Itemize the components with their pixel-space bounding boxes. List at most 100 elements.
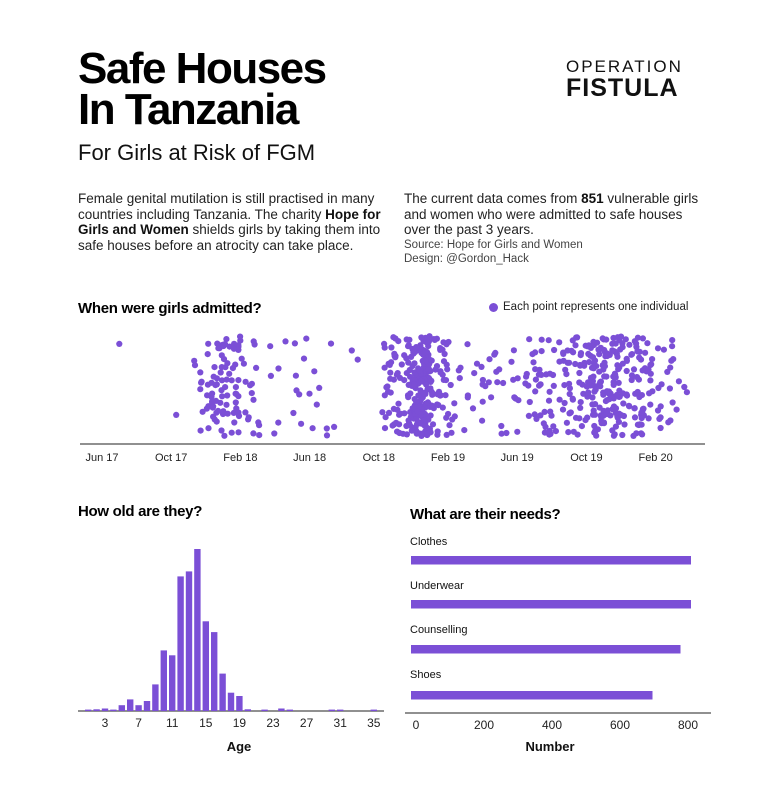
- admission-point: [214, 340, 221, 347]
- scatter-tick-label: Feb 18: [223, 452, 257, 464]
- admission-point: [238, 355, 245, 362]
- admission-point: [416, 367, 423, 374]
- admission-point: [422, 357, 429, 365]
- admission-point: [173, 411, 180, 418]
- admission-point: [675, 378, 683, 385]
- admission-point: [615, 418, 623, 425]
- admission-point: [413, 398, 420, 405]
- admission-point: [546, 388, 553, 395]
- admission-point: [560, 350, 567, 357]
- admission-point: [669, 399, 676, 406]
- admission-point: [411, 376, 418, 383]
- admission-point: [464, 341, 471, 348]
- age-tick-label: 31: [334, 716, 348, 730]
- admission-point: [417, 419, 424, 427]
- admission-point: [224, 410, 231, 417]
- admission-point: [429, 421, 437, 428]
- admission-point: [594, 339, 601, 346]
- admission-point: [638, 392, 646, 399]
- admission-point: [235, 377, 242, 384]
- admission-point: [532, 349, 539, 356]
- admission-point: [442, 392, 449, 399]
- admission-point: [492, 349, 499, 356]
- admission-point: [473, 360, 481, 367]
- admission-point: [500, 379, 507, 387]
- needs-axis-title: Number: [525, 739, 574, 754]
- admission-point: [681, 383, 688, 391]
- admission-point: [577, 399, 584, 406]
- admission-point: [203, 405, 210, 412]
- admission-point: [567, 409, 574, 416]
- admission-point: [538, 348, 545, 355]
- age-bar: [286, 709, 293, 711]
- age-tick-label: 23: [266, 716, 280, 730]
- admission-point: [637, 356, 645, 363]
- admission-point: [303, 335, 310, 342]
- admission-point: [591, 428, 599, 435]
- admission-point: [541, 408, 548, 415]
- age-bar: [110, 709, 117, 711]
- admission-point: [620, 400, 627, 407]
- admission-point: [381, 340, 388, 347]
- admission-point: [267, 372, 274, 379]
- scatter-tick-label: Jun 19: [501, 452, 534, 464]
- admission-point: [237, 333, 244, 340]
- admission-point: [271, 430, 278, 437]
- admission-point: [401, 410, 408, 417]
- admission-point: [401, 377, 408, 384]
- page-subtitle: For Girls at Risk of FGM: [78, 140, 316, 165]
- admission-point: [451, 400, 458, 407]
- admission-point: [540, 420, 547, 427]
- admission-point: [592, 401, 599, 408]
- admission-point: [654, 407, 662, 414]
- admission-point: [396, 421, 403, 428]
- admission-point: [413, 429, 420, 436]
- needs-label-counselling: Counselling: [410, 624, 468, 636]
- admission-point: [232, 399, 239, 406]
- admission-point: [250, 430, 257, 437]
- admission-point: [313, 401, 320, 408]
- age-bar: [219, 673, 226, 711]
- admission-point: [538, 371, 545, 378]
- admission-point: [205, 425, 212, 432]
- admission-point: [566, 385, 574, 392]
- admission-point: [561, 382, 568, 389]
- admission-point: [619, 360, 626, 367]
- admission-point: [545, 397, 553, 404]
- admission-point: [354, 356, 361, 363]
- admission-point: [631, 405, 638, 412]
- admission-point: [222, 384, 229, 391]
- admission-point: [596, 351, 603, 358]
- admission-point: [584, 414, 591, 421]
- admission-point: [211, 364, 218, 371]
- admission-point: [386, 361, 393, 368]
- admission-point: [405, 417, 412, 424]
- age-bar: [236, 696, 243, 711]
- admission-point: [570, 349, 577, 356]
- age-bar: [177, 576, 184, 711]
- admission-point: [612, 340, 619, 347]
- admission-point: [623, 355, 630, 362]
- admission-point: [230, 345, 238, 352]
- admission-point: [296, 391, 303, 398]
- age-bar: [143, 701, 151, 711]
- admission-point: [435, 402, 442, 409]
- admission-point: [614, 362, 621, 369]
- admission-point: [394, 428, 401, 435]
- admission-point: [626, 403, 633, 410]
- admission-point: [617, 333, 625, 340]
- admission-point: [424, 430, 431, 437]
- admission-point: [300, 355, 308, 362]
- admission-point: [545, 337, 552, 344]
- admission-point: [550, 423, 557, 430]
- admission-point: [479, 376, 486, 384]
- admission-point: [219, 393, 226, 400]
- admission-point: [609, 427, 616, 434]
- admission-point: [498, 422, 505, 430]
- admission-point: [298, 420, 305, 427]
- admission-point: [447, 381, 454, 389]
- admission-point: [525, 382, 532, 389]
- admission-point: [403, 431, 410, 438]
- age-axis-title: Age: [227, 739, 252, 754]
